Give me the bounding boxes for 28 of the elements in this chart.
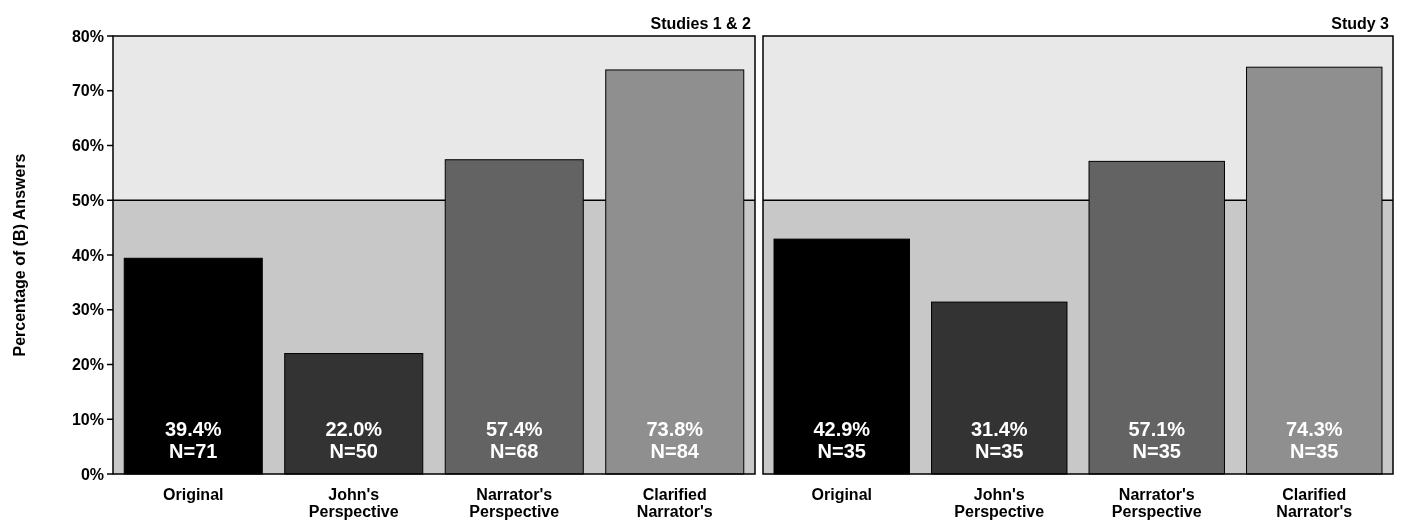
y-tick-label: 70%: [71, 82, 104, 100]
x-tick-label: Original: [811, 486, 872, 503]
x-tick-label: John's Perspective: [308, 486, 399, 520]
x-tick-label: John's Perspective: [954, 486, 1045, 520]
data-label: 39.4% N=71: [164, 418, 222, 462]
chart-title: Study 3: [1331, 15, 1390, 32]
data-label: 22.0% N=50: [325, 418, 383, 462]
y-tick-label: 80%: [71, 27, 104, 45]
data-label: 42.9% N=35: [813, 418, 871, 462]
x-tick-label: Narrator's Perspective: [1111, 486, 1202, 520]
data-label: 57.4% N=68: [485, 418, 543, 462]
x-tick-label: Clarified Narrator's: [636, 486, 713, 520]
data-label: 57.1% N=35: [1128, 418, 1186, 462]
x-tick-label: Original: [163, 486, 224, 503]
data-label: 31.4% N=35: [970, 418, 1028, 462]
y-tick-label: 50%: [71, 191, 104, 209]
y-tick-label: 30%: [71, 301, 104, 319]
y-tick-label: 60%: [71, 137, 104, 155]
y-tick-label: 40%: [71, 246, 104, 264]
x-tick-label: Clarified Narrator's: [1276, 486, 1353, 520]
x-tick-label: Narrator's Perspective: [469, 486, 560, 520]
y-tick-label: 10%: [71, 410, 104, 428]
chart-title: Studies 1 & 2: [650, 15, 752, 32]
data-label: 73.8% N=84: [646, 418, 704, 462]
y-tick-label: 20%: [71, 356, 104, 374]
y-tick-label: 0%: [80, 465, 104, 483]
y-axis-title: Percentage of (B) Answers: [11, 153, 28, 357]
data-label: 74.3% N=35: [1285, 418, 1343, 462]
